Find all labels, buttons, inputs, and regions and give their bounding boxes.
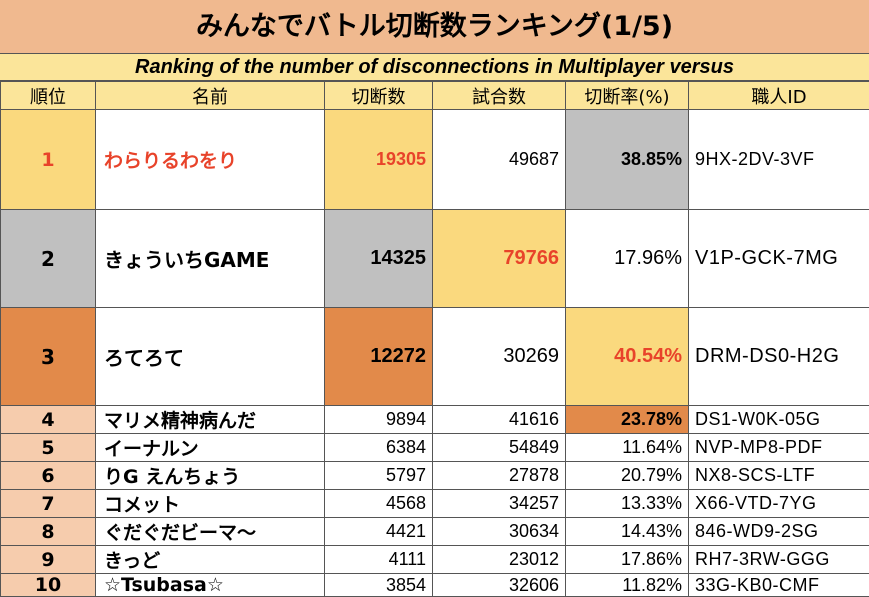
maker-id-cell: RH7-3RW-GGG [689,546,869,574]
rank-cell: 5 [1,434,96,462]
rank-cell: 10 [1,574,96,597]
rate-cell: 38.85% [566,110,689,210]
matches-cell: 27878 [433,462,566,490]
table-row: 10 ☆Tsubasa☆ 3854 32606 11.82% 33G-KB0-C… [1,574,869,597]
maker-id-cell: 846-WD9-2SG [689,518,869,546]
rate-cell: 13.33% [566,490,689,518]
disconnects-cell: 19305 [325,110,433,210]
matches-cell: 32606 [433,574,566,597]
name-cell: きっど [96,546,325,574]
maker-id-cell: 9HX-2DV-3VF [689,110,869,210]
disconnects-cell: 4421 [325,518,433,546]
header-row: 順位 名前 切断数 試合数 切断率(%) 職人ID [1,82,869,110]
table-row: 1 わらりるわをり 19305 49687 38.85% 9HX-2DV-3VF [1,110,869,210]
table-row: 2 きょういちGAME 14325 79766 17.96% V1P-GCK-7… [1,210,869,308]
table-row: 7 コメット 4568 34257 13.33% X66-VTD-7YG [1,490,869,518]
page-title: みんなでバトル切断数ランキング(1/5) [0,0,869,54]
matches-cell: 34257 [433,490,566,518]
maker-id-cell: DS1-W0K-05G [689,406,869,434]
matches-cell: 30634 [433,518,566,546]
name-cell: マリメ精神病んだ [96,406,325,434]
matches-cell: 41616 [433,406,566,434]
page-subtitle: Ranking of the number of disconnections … [0,54,869,81]
disconnects-cell: 6384 [325,434,433,462]
name-cell: きょういちGAME [96,210,325,308]
table-row: 8 ぐだぐだビーマ～ 4421 30634 14.43% 846-WD9-2SG [1,518,869,546]
rank-cell: 3 [1,308,96,406]
ranking-sheet: みんなでバトル切断数ランキング(1/5) Ranking of the numb… [0,0,869,549]
rank-cell: 2 [1,210,96,308]
rank-cell: 7 [1,490,96,518]
name-cell: りG えんちょう [96,462,325,490]
table-row: 5 イーナルン 6384 54849 11.64% NVP-MP8-PDF [1,434,869,462]
header-rank: 順位 [1,82,96,110]
name-cell: ☆Tsubasa☆ [96,574,325,597]
maker-id-cell: V1P-GCK-7MG [689,210,869,308]
rate-cell: 20.79% [566,462,689,490]
name-cell: ぐだぐだビーマ～ [96,518,325,546]
rate-cell: 17.86% [566,546,689,574]
header-maker-id: 職人ID [689,82,869,110]
maker-id-cell: 33G-KB0-CMF [689,574,869,597]
name-cell: コメット [96,490,325,518]
maker-id-cell: NVP-MP8-PDF [689,434,869,462]
rate-cell: 17.96% [566,210,689,308]
rate-cell: 14.43% [566,518,689,546]
table-row: 9 きっど 4111 23012 17.86% RH7-3RW-GGG [1,546,869,574]
matches-cell: 30269 [433,308,566,406]
rank-cell: 8 [1,518,96,546]
disconnects-cell: 9894 [325,406,433,434]
disconnects-cell: 4111 [325,546,433,574]
name-cell: わらりるわをり [96,110,325,210]
matches-cell: 79766 [433,210,566,308]
rate-cell: 11.82% [566,574,689,597]
header-disconnects: 切断数 [325,82,433,110]
header-rate: 切断率(%) [566,82,689,110]
ranking-table: 順位 名前 切断数 試合数 切断率(%) 職人ID 1 わらりるわをり 1930… [0,81,869,597]
maker-id-cell: NX8-SCS-LTF [689,462,869,490]
table-row: 4 マリメ精神病んだ 9894 41616 23.78% DS1-W0K-05G [1,406,869,434]
rate-cell: 11.64% [566,434,689,462]
disconnects-cell: 5797 [325,462,433,490]
header-name: 名前 [96,82,325,110]
name-cell: ろてろて [96,308,325,406]
matches-cell: 49687 [433,110,566,210]
maker-id-cell: X66-VTD-7YG [689,490,869,518]
header-matches: 試合数 [433,82,566,110]
maker-id-cell: DRM-DS0-H2G [689,308,869,406]
name-cell: イーナルン [96,434,325,462]
disconnects-cell: 14325 [325,210,433,308]
rate-cell: 40.54% [566,308,689,406]
rate-cell: 23.78% [566,406,689,434]
rank-cell: 6 [1,462,96,490]
rank-cell: 1 [1,110,96,210]
disconnects-cell: 3854 [325,574,433,597]
table-row: 6 りG えんちょう 5797 27878 20.79% NX8-SCS-LTF [1,462,869,490]
rank-cell: 9 [1,546,96,574]
disconnects-cell: 4568 [325,490,433,518]
rank-cell: 4 [1,406,96,434]
table-row: 3 ろてろて 12272 30269 40.54% DRM-DS0-H2G [1,308,869,406]
disconnects-cell: 12272 [325,308,433,406]
matches-cell: 54849 [433,434,566,462]
matches-cell: 23012 [433,546,566,574]
